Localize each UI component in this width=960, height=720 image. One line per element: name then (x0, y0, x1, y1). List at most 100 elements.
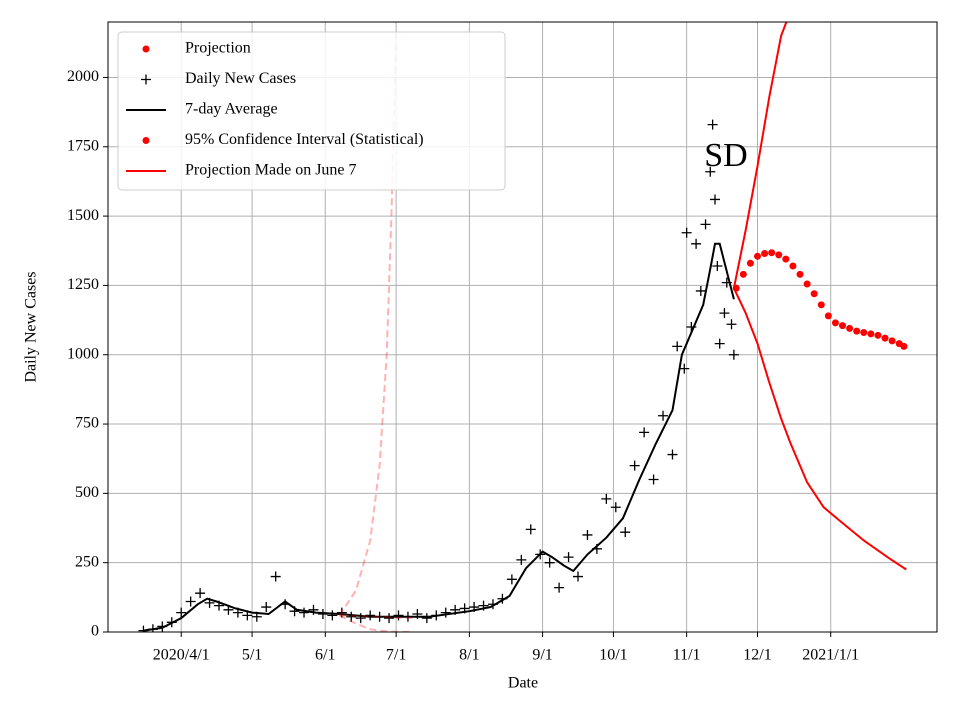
projection-dot (839, 322, 847, 330)
case-marker (672, 341, 683, 352)
y-tick-label: 1500 (67, 207, 99, 224)
y-tick-label: 1000 (67, 345, 99, 362)
x-tick-label: 2020/4/1 (153, 647, 210, 664)
projection-dot (775, 251, 783, 259)
projection-dot (867, 330, 875, 338)
projection-dot (761, 250, 769, 258)
projection-dot (888, 337, 896, 345)
case-marker (355, 613, 366, 624)
case-marker (582, 529, 593, 540)
projection-dot (810, 290, 818, 298)
legend-label: 7-day Average (185, 101, 278, 118)
x-tick-label: 5/1 (242, 647, 262, 664)
legend-label: 95% Confidence Interval (Statistical) (185, 131, 424, 148)
case-marker (629, 460, 640, 471)
projection-dot (768, 249, 776, 257)
projection-dot (803, 280, 811, 288)
legend: Projection Daily New Cases 7-day Average 95… (117, 31, 506, 191)
projection-dot (853, 327, 861, 335)
legend-box (117, 31, 506, 191)
line-values (143, 242, 735, 632)
x-tick-label: 2021/1/1 (802, 647, 859, 664)
projection-dot (831, 319, 839, 327)
case-marker (705, 166, 716, 177)
line-upper (732, 22, 788, 289)
case-marker (365, 610, 376, 621)
projection-dot (860, 329, 868, 337)
case-marker (393, 610, 404, 621)
case-marker (679, 363, 690, 374)
case-marker (525, 524, 536, 535)
case-marker (667, 449, 678, 460)
case-marker (610, 502, 621, 513)
projection-dot (782, 255, 790, 263)
legend-symbol (142, 137, 150, 144)
projection-dot (881, 334, 889, 342)
projection-dot (900, 342, 908, 350)
line-lower (732, 287, 907, 571)
projection-dot (739, 270, 747, 278)
x-tick-label: 9/1 (532, 647, 552, 664)
projection-dot (824, 312, 832, 320)
case-marker (185, 596, 196, 607)
case-marker (554, 582, 565, 593)
x-tick-label: 7/1 (386, 647, 406, 664)
case-marker (299, 607, 310, 618)
y-tick-label: 2000 (67, 68, 99, 85)
case-marker (691, 238, 702, 249)
case-marker (709, 194, 720, 205)
annotation: SD (704, 137, 747, 174)
projection-dot (754, 252, 762, 260)
projection-dot (796, 270, 804, 278)
projection-dot (846, 324, 854, 332)
case-marker (658, 410, 669, 421)
case-marker (176, 607, 187, 618)
case-marker (620, 527, 631, 538)
case-marker (700, 219, 711, 230)
line-upper (338, 30, 398, 616)
projection-dot (817, 301, 825, 309)
case-marker (573, 571, 584, 582)
axes-frame (107, 21, 938, 633)
x-axis-label: Date (508, 675, 538, 692)
case-marker (712, 261, 723, 271)
y-tick-label: 0 (91, 623, 99, 640)
case-marker (336, 607, 347, 618)
y-tick-label: 1250 (67, 276, 99, 293)
case-marker (346, 611, 357, 622)
projection-dot (746, 259, 754, 267)
case-marker (695, 285, 706, 296)
x-tick-label: 6/1 (315, 647, 335, 664)
case-marker (421, 613, 432, 624)
line-middle (339, 614, 413, 620)
case-marker (728, 349, 739, 360)
legend-label: Projection Made on June 7 (185, 162, 357, 179)
case-marker (261, 602, 272, 613)
y-tick-label: 1750 (67, 137, 99, 154)
case-marker (270, 571, 281, 582)
y-axis-label: Daily New Cases (23, 271, 40, 382)
legend-symbol (141, 74, 151, 85)
y-tick-label: 250 (75, 553, 99, 570)
case-marker (726, 319, 737, 330)
case-marker (601, 493, 612, 504)
case-marker (648, 474, 659, 485)
case-marker (719, 308, 730, 319)
x-tick-label: 8/1 (459, 647, 479, 664)
projection-dot (874, 331, 882, 339)
y-tick-label: 500 (75, 484, 99, 501)
case-marker (639, 427, 650, 438)
y-tick-label: 750 (75, 415, 99, 432)
case-marker (707, 119, 718, 130)
x-tick-label: 12/1 (743, 647, 771, 664)
case-marker (714, 338, 725, 349)
case-marker (195, 588, 206, 599)
case-marker (440, 607, 451, 618)
case-marker (384, 613, 395, 624)
case-marker (563, 552, 574, 563)
case-marker (516, 554, 527, 565)
x-tick-label: 10/1 (599, 647, 627, 664)
case-marker (681, 227, 692, 238)
x-tick-label: 11/1 (673, 647, 701, 664)
case-marker (506, 574, 517, 585)
